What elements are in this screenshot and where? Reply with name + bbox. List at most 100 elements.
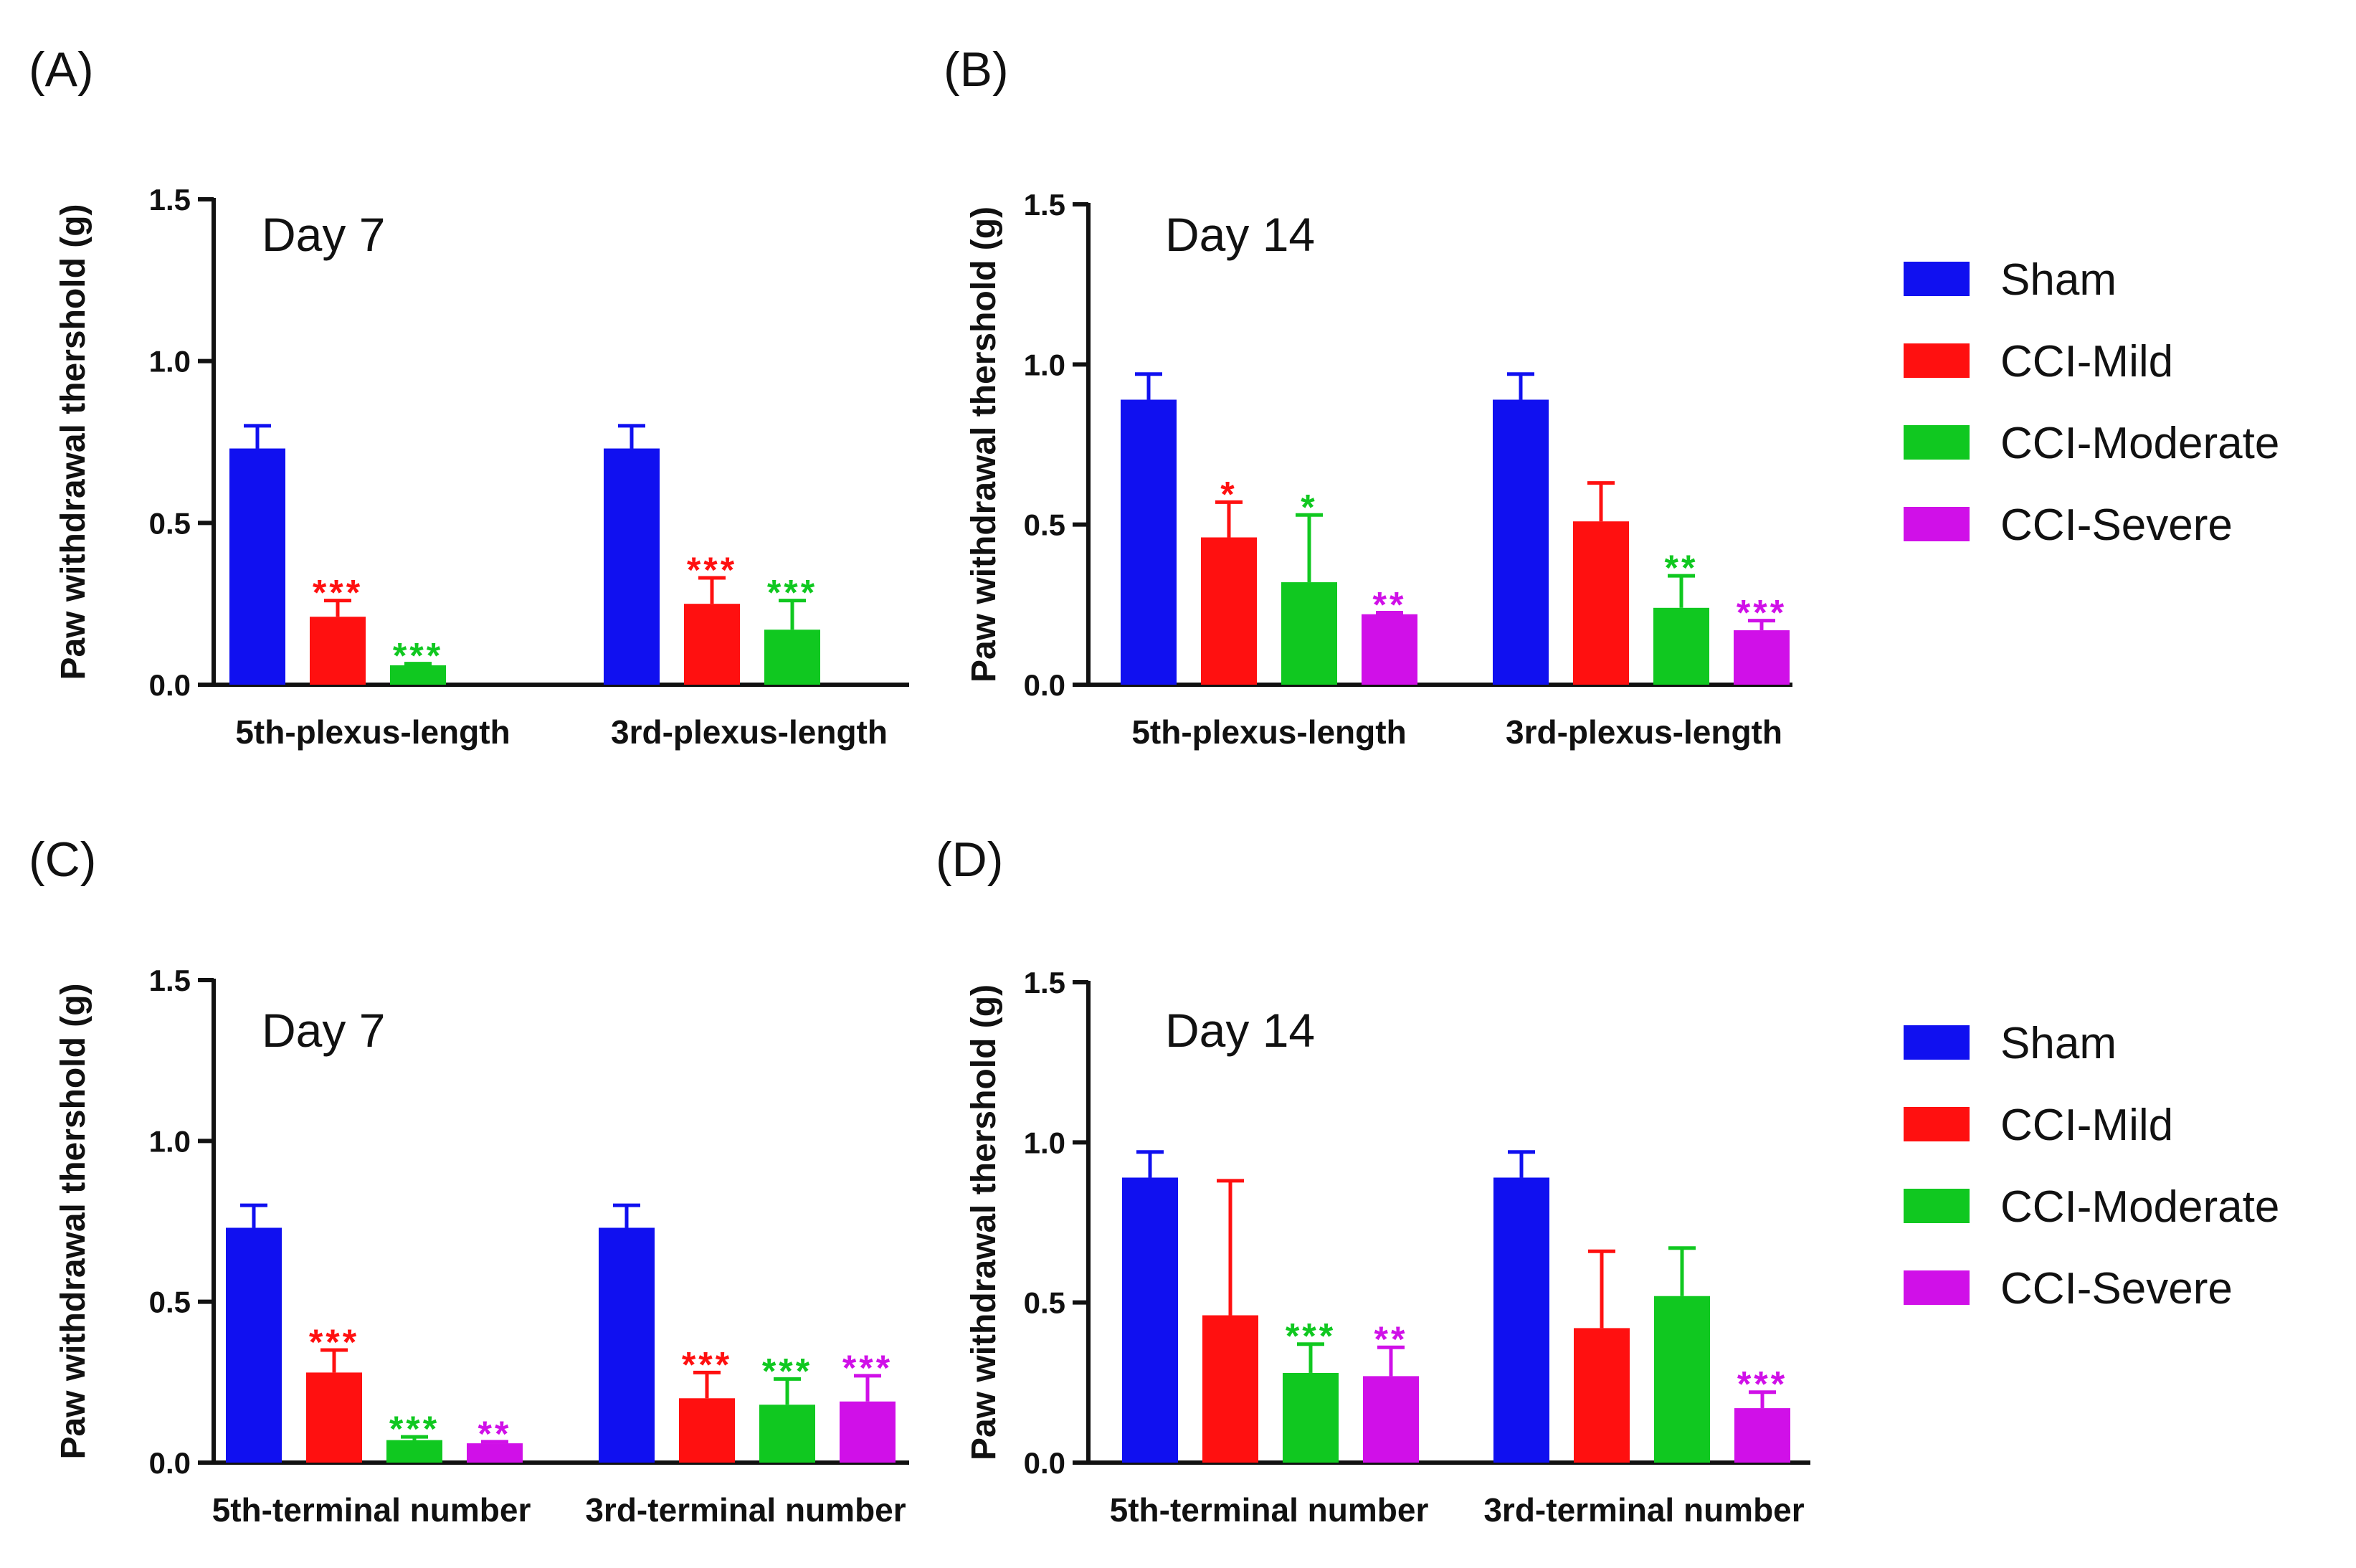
y-tick-label: 1.5 (1024, 966, 1065, 999)
bar (604, 448, 660, 685)
legend-top: Sham CCI-Mild CCI-Moderate CCI-Severe (1904, 255, 2279, 550)
bar (1573, 521, 1629, 685)
significance-marker: *** (1737, 593, 1787, 633)
bar (310, 617, 366, 685)
x-category-label: 3rd-plexus-length (611, 713, 888, 751)
y-tick-label: 1.5 (149, 183, 191, 217)
bar (1122, 1177, 1178, 1463)
significance-marker: ** (1374, 1319, 1408, 1359)
bar (467, 1443, 523, 1463)
significance-marker: *** (762, 1351, 812, 1391)
y-tick-label: 0.0 (1024, 668, 1065, 702)
bar (1201, 537, 1257, 685)
significance-marker: ** (1665, 548, 1699, 588)
significance-marker: *** (1737, 1364, 1787, 1405)
bar (306, 1372, 362, 1463)
significance-marker: *** (389, 1409, 440, 1449)
legend-swatch (1904, 1189, 1970, 1223)
y-tick-label: 1.0 (149, 1124, 191, 1158)
panel-b: (B) Day 14 Paw withdrawal thershold (g) 0.0… (944, 42, 1792, 751)
bar (1202, 1315, 1258, 1463)
panel-label: (C) (29, 832, 96, 887)
bar (386, 1440, 442, 1463)
significance-marker: *** (313, 573, 363, 613)
y-tick-label: 1.0 (149, 345, 191, 379)
x-category-label: 3rd-terminal number (585, 1491, 906, 1529)
y-axis-label: Paw withdrawal thershold (g) (54, 983, 92, 1459)
legend-label: Sham (2000, 1019, 2117, 1068)
significance-marker: *** (682, 1344, 732, 1384)
y-axis-label: Paw withdrawal thershold (g) (54, 204, 92, 680)
y-tick-label: 0.5 (1024, 1286, 1065, 1320)
legend-label: CCI-Mild (2000, 337, 2173, 386)
panel-label: (D) (936, 832, 1003, 887)
bar (1493, 1177, 1549, 1463)
chart-title: Day 7 (262, 208, 385, 261)
chart-title: Day 7 (262, 1004, 385, 1057)
bar (390, 665, 446, 685)
bar (764, 629, 820, 685)
x-category-label: 5th-terminal number (212, 1491, 531, 1529)
bar (226, 1227, 282, 1463)
significance-marker: *** (1286, 1316, 1336, 1356)
legend-label: CCI-Mild (2000, 1101, 2173, 1150)
x-category-label: 5th-plexus-length (1131, 713, 1406, 751)
y-tick-label: 0.5 (149, 506, 191, 540)
bar (1493, 399, 1549, 685)
legend-swatch (1904, 262, 1970, 296)
legend-label: Sham (2000, 255, 2117, 305)
significance-marker: ** (478, 1414, 512, 1454)
chart-title: Day 14 (1165, 1004, 1315, 1057)
bar (229, 448, 285, 685)
significance-marker: ** (1373, 585, 1407, 625)
significance-marker: *** (687, 550, 737, 590)
bar (1654, 1296, 1710, 1463)
bar (840, 1401, 896, 1463)
y-tick-label: 1.0 (1024, 1126, 1065, 1159)
bar (1121, 399, 1177, 685)
y-tick-label: 1.0 (1024, 348, 1065, 381)
legend-bottom: Sham CCI-Mild CCI-Moderate CCI-Severe (1904, 1019, 2279, 1313)
significance-marker: *** (842, 1348, 893, 1388)
panel-a: (A) Day 7 Paw withdrawal thershold (g) 0.0 0… (29, 42, 909, 751)
y-axis-label: Paw withdrawal thershold (g) (965, 984, 1003, 1460)
bar (759, 1405, 815, 1463)
legend-swatch (1904, 1107, 1970, 1141)
panel-c: (C) Day 7 Paw withdrawal thershold (g) 0.0 0… (29, 832, 909, 1529)
chart-title: Day 14 (1165, 208, 1315, 261)
x-category-label: 5th-terminal number (1110, 1491, 1429, 1529)
significance-marker: *** (393, 636, 443, 676)
x-category-label: 3rd-plexus-length (1506, 713, 1782, 751)
bar (1281, 582, 1337, 685)
y-tick-label: 0.0 (149, 668, 191, 702)
bar (684, 604, 740, 685)
y-tick-label: 0.0 (149, 1446, 191, 1480)
bar (1653, 607, 1709, 685)
y-tick-label: 1.5 (1024, 188, 1065, 222)
significance-marker: *** (309, 1322, 359, 1362)
bar (1362, 614, 1417, 685)
legend-swatch (1904, 425, 1970, 460)
bar (1363, 1376, 1419, 1463)
legend-label: CCI-Severe (2000, 1264, 2233, 1313)
legend-label: CCI-Moderate (2000, 1182, 2279, 1232)
significance-marker: *** (767, 573, 817, 613)
legend-swatch (1904, 343, 1970, 378)
legend-swatch (1904, 1025, 1970, 1060)
y-axis-label: Paw withdrawal thershold (g) (965, 206, 1003, 683)
panel-d: (D) Day 14 Paw withdrawal thershold (g) 0.0… (936, 832, 1810, 1529)
bar (679, 1398, 735, 1463)
bar (1734, 630, 1790, 685)
legend-label: CCI-Moderate (2000, 419, 2279, 468)
y-tick-label: 0.0 (1024, 1446, 1065, 1480)
panel-label: (B) (944, 42, 1009, 97)
x-category-label: 5th-plexus-length (235, 713, 510, 751)
bar (1734, 1408, 1790, 1463)
bar (599, 1227, 655, 1463)
legend-swatch (1904, 507, 1970, 541)
y-tick-label: 0.5 (149, 1286, 191, 1319)
panel-label: (A) (29, 42, 94, 97)
x-category-label: 3rd-terminal number (1483, 1491, 1804, 1529)
bar (1283, 1372, 1339, 1463)
